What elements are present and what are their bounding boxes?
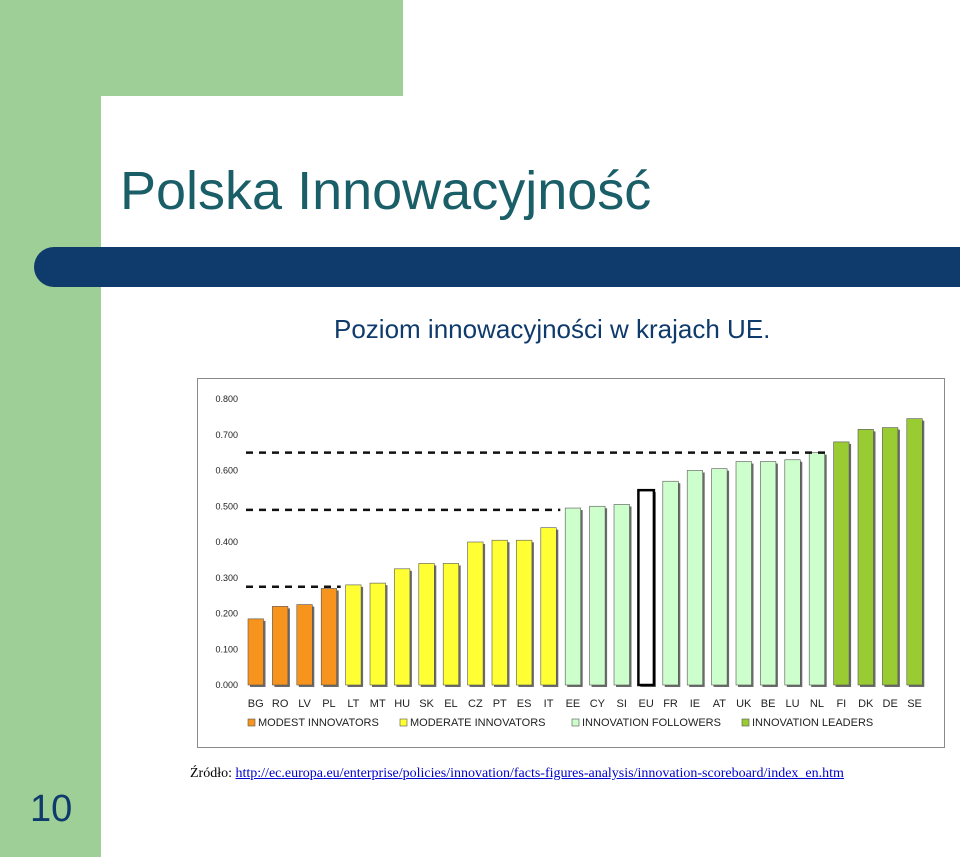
x-tick-label: IE xyxy=(690,698,700,710)
legend-label-followers: INNOVATION FOLLOWERS xyxy=(582,717,721,729)
x-tick-label: LU xyxy=(786,698,800,710)
y-tick-label: 0.600 xyxy=(215,466,238,476)
x-tick-label: EU xyxy=(639,698,654,710)
x-tick-label: UK xyxy=(736,698,752,710)
bar-sk xyxy=(418,563,435,686)
bar-fi xyxy=(833,441,850,686)
y-tick-label: 0.500 xyxy=(215,501,238,511)
x-tick-label: SK xyxy=(419,698,434,710)
x-tick-label: DE xyxy=(883,698,898,710)
bar-uk xyxy=(735,461,752,686)
x-tick-label: LV xyxy=(298,698,311,710)
x-tick-label: SI xyxy=(617,698,627,710)
bar-it xyxy=(540,527,557,686)
legend-label-modest: MODEST INNOVATORS xyxy=(258,717,379,729)
bar-pt xyxy=(491,539,508,686)
x-tick-label: BG xyxy=(248,698,264,710)
title-underline-bar xyxy=(34,247,960,287)
x-tick-label: DK xyxy=(858,698,874,710)
y-tick-label: 0.700 xyxy=(215,430,238,440)
x-tick-label: RO xyxy=(272,698,289,710)
legend-label-leaders: INNOVATION LEADERS xyxy=(752,717,873,729)
y-tick-label: 0.800 xyxy=(215,394,238,404)
legend-swatch-leaders xyxy=(741,718,750,727)
x-tick-label: HU xyxy=(394,698,410,710)
bar-nl xyxy=(808,452,826,686)
bar-dk xyxy=(857,429,874,686)
bar-se xyxy=(906,418,923,686)
x-tick-label: FI xyxy=(836,698,846,710)
source-note: Źródło: http://ec.europa.eu/enterprise/p… xyxy=(190,766,844,782)
slide-title: Polska Innowacyjność xyxy=(120,161,652,221)
bar-eu xyxy=(637,488,656,687)
bar-mt xyxy=(369,582,386,686)
x-tick-label: EE xyxy=(566,698,581,710)
bar-es xyxy=(516,539,533,686)
y-tick-label: 0.000 xyxy=(215,680,238,690)
slide-decoration-side xyxy=(0,0,101,857)
x-tick-label: AT xyxy=(713,698,727,710)
source-label: Źródło: xyxy=(190,766,232,781)
x-tick-label: SE xyxy=(907,698,922,710)
bar-ro xyxy=(272,606,289,686)
x-tick-label: FR xyxy=(663,698,678,710)
bar-lv xyxy=(296,604,313,686)
bar-be xyxy=(760,461,777,686)
bar-cz xyxy=(467,541,484,686)
bar-de xyxy=(882,427,899,686)
bar-lt xyxy=(345,584,362,686)
y-tick-label: 0.400 xyxy=(215,537,238,547)
chart-frame: 0.000 0.100 0.200 0.300 0.400 0.500 0.600 0.700… xyxy=(197,378,945,748)
innovation-bar-chart: 0.000 0.100 0.200 0.300 0.400 0.500 0.600 0.700… xyxy=(215,394,925,729)
bar-fr xyxy=(662,480,679,686)
bar-at xyxy=(711,468,728,686)
bar-ie xyxy=(686,470,704,686)
legend-swatch-moderate xyxy=(399,718,408,727)
x-tick-label: ES xyxy=(517,698,532,710)
slide-number: 10 xyxy=(30,788,73,830)
bar-el xyxy=(442,563,459,686)
x-tick-label: BE xyxy=(761,698,776,710)
slide-subtitle: Poziom innowacyjności w krajach UE. xyxy=(334,314,771,344)
bar-bg xyxy=(247,618,264,686)
bar-si xyxy=(613,504,630,686)
legend-swatch-modest xyxy=(247,718,256,727)
x-tick-label: IT xyxy=(544,698,554,710)
y-tick-label: 0.300 xyxy=(215,573,238,583)
bar-pl xyxy=(320,588,337,686)
bar-cy xyxy=(589,505,606,686)
source-link[interactable]: http://ec.europa.eu/enterprise/policies/… xyxy=(235,766,844,781)
legend-label-moderate: MODERATE INNOVATORS xyxy=(410,717,545,729)
bar-lu xyxy=(784,459,801,686)
x-tick-label: NL xyxy=(810,698,824,710)
y-tick-label: 0.100 xyxy=(215,644,238,654)
x-tick-label: CY xyxy=(590,698,606,710)
x-tick-label: CZ xyxy=(468,698,483,710)
x-tick-label: PL xyxy=(322,698,335,710)
y-tick-label: 0.200 xyxy=(215,609,238,619)
legend-swatch-followers xyxy=(571,718,580,727)
bar-ee xyxy=(564,507,582,686)
x-tick-label: LT xyxy=(347,698,359,710)
x-tick-label: MT xyxy=(370,698,386,710)
x-tick-label: PT xyxy=(493,698,507,710)
bar-hu xyxy=(394,568,411,686)
x-tick-label: EL xyxy=(444,698,457,710)
slide-decoration-corner xyxy=(101,96,261,256)
